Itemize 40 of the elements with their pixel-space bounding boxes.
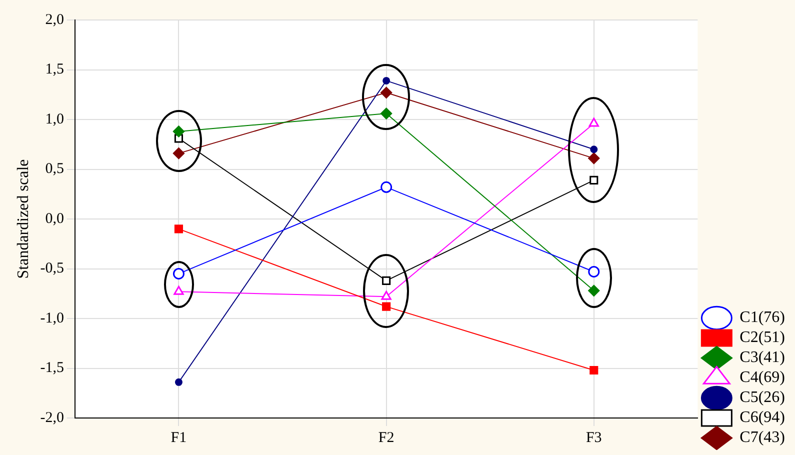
point [174,378,182,386]
y-tick-label: 1,5 [45,62,64,78]
y-tick-label: -0,5 [40,260,64,277]
y-axis-title: Standardized scale [14,159,32,279]
point [590,146,598,154]
y-tick-label: -1,5 [40,360,64,376]
point [380,86,392,98]
point [382,76,390,84]
x-tick-label: F2 [378,430,394,446]
point [382,276,391,285]
point [590,176,598,184]
point [172,148,184,160]
point [174,286,184,295]
point [588,284,600,296]
point [172,126,184,138]
point [590,366,598,375]
legend-label: C7(43) [740,429,785,446]
point [174,224,184,234]
point [588,152,600,164]
y-tick-label: 1,0 [45,111,64,128]
point [380,181,392,193]
legend-label: C2(51) [740,329,785,346]
x-tick-label: F3 [586,430,602,446]
legend-label: C3(41) [740,349,785,366]
y-tick-label: 0,0 [45,210,64,227]
y-tick-label: 0,5 [45,161,64,178]
point [172,268,184,280]
x-tick-label: F1 [170,430,187,446]
legend-label: C6(94) [740,409,785,426]
point [380,108,392,120]
y-tick-label: 2,0 [45,12,64,28]
legend-label: C4(69) [740,369,785,386]
point [588,118,599,127]
y-tick-label: -1,0 [40,310,64,326]
legend-label: C1(76) [740,309,785,326]
y-tick-label: -2,0 [40,410,64,426]
point [381,290,392,300]
legend-label: C5(26) [740,389,785,406]
point [382,302,391,311]
point [588,266,600,278]
